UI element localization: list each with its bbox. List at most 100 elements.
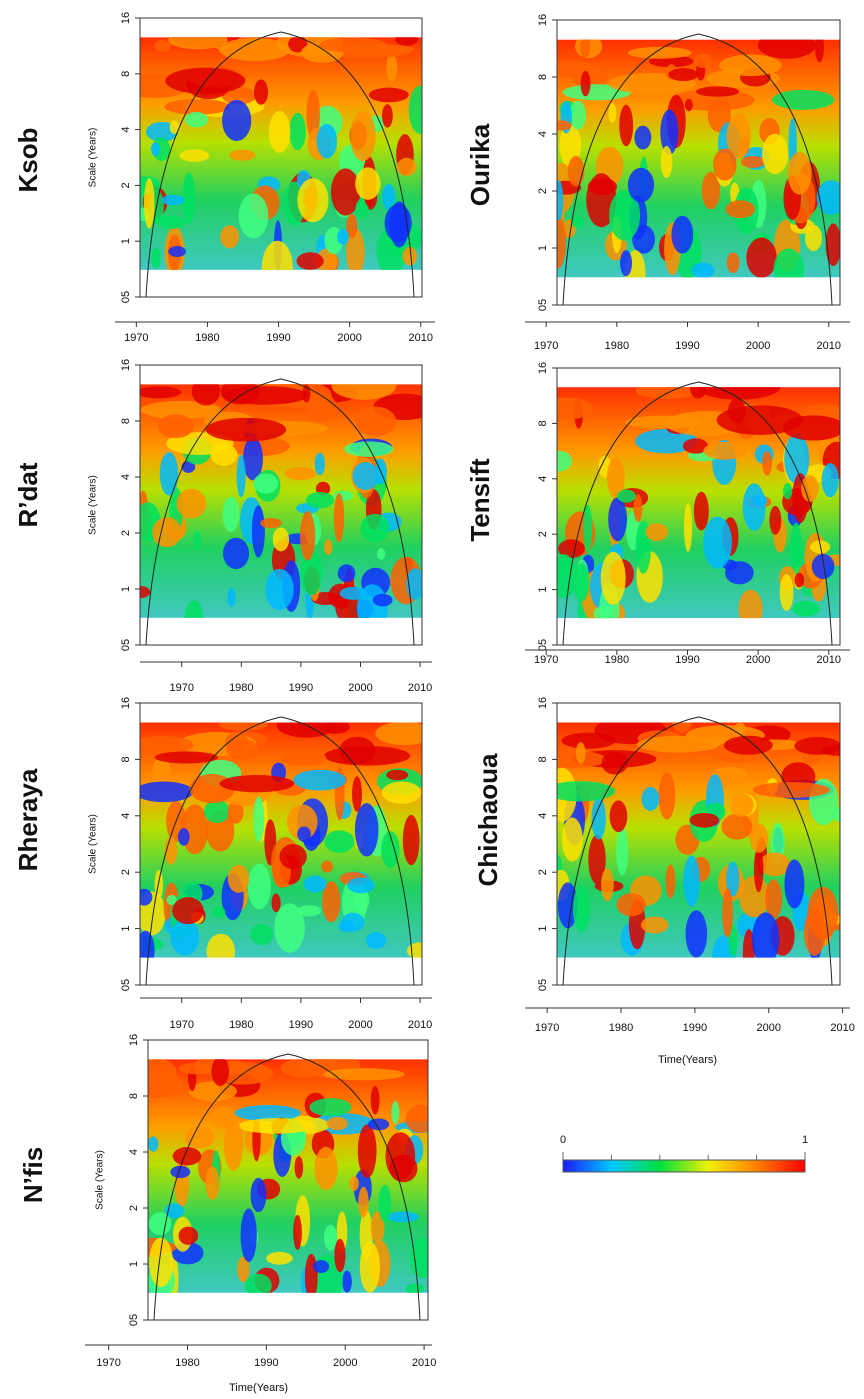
heat-blob — [619, 104, 634, 147]
heat-blob — [212, 906, 226, 918]
heat-blob — [168, 246, 186, 257]
heat-blob — [816, 180, 840, 215]
panel-title: Tensift — [465, 458, 495, 542]
cone-of-influence — [145, 31, 415, 298]
heat-blob — [821, 463, 839, 498]
heat-blob — [805, 224, 822, 252]
heat-blob — [779, 574, 794, 612]
heat-blob — [694, 53, 712, 69]
panel-title: R’dat — [13, 462, 43, 527]
heat-blob — [172, 1147, 202, 1166]
heat-blob — [229, 149, 256, 161]
y-axis-label: Scale (Years) — [88, 814, 99, 874]
heat-blob — [334, 1238, 346, 1273]
heat-blob — [182, 172, 196, 225]
heat-blob — [189, 1081, 237, 1102]
panel-title: Chichaoua — [473, 753, 503, 886]
heat-blob — [641, 786, 660, 811]
heat-blob — [389, 1154, 418, 1183]
heat-blob — [169, 120, 180, 135]
heat-blob — [624, 415, 703, 429]
heat-blob — [154, 39, 171, 52]
heat-blob — [148, 1212, 172, 1236]
heat-blob — [143, 178, 155, 229]
heat-blob — [313, 1260, 330, 1273]
heat-blob — [370, 1210, 385, 1244]
heat-blob — [689, 812, 720, 828]
heat-blob — [557, 450, 573, 472]
heat-blob — [713, 148, 737, 181]
heat-blob — [219, 722, 268, 731]
heat-blob — [223, 1119, 243, 1171]
y-tick-label: 16 — [537, 697, 549, 709]
heat-blob — [352, 776, 363, 812]
heat-blob — [347, 877, 375, 894]
y-tick-label: 8 — [537, 74, 549, 80]
heat-blob — [237, 1256, 250, 1283]
y-tick-label: 2 — [120, 530, 132, 536]
heat-blob — [244, 1273, 272, 1293]
heat-blob — [297, 826, 311, 842]
heat-blob — [354, 803, 379, 857]
y-axis-label: Scale (Years) — [95, 1150, 106, 1210]
heat-blob — [405, 1283, 425, 1293]
heat-blob — [177, 828, 190, 846]
cone-of-influence — [562, 716, 833, 986]
heat-blob — [222, 99, 252, 142]
panel-title: N’fis — [18, 1147, 48, 1203]
heat-blob — [326, 1116, 348, 1131]
heat-blob — [658, 772, 676, 820]
heat-blob — [333, 493, 345, 543]
heat-blob — [561, 817, 583, 862]
heat-blob — [381, 831, 400, 869]
heat-blob — [742, 483, 766, 531]
heat-blob — [260, 518, 282, 529]
heat-blob — [381, 781, 422, 804]
x-tick-label: 1990 — [683, 1022, 707, 1034]
x-tick-label: 1990 — [254, 1357, 278, 1369]
heat-blob — [386, 53, 398, 82]
heat-blob — [318, 37, 388, 53]
heat-blob — [762, 133, 789, 175]
heat-blob — [294, 1156, 304, 1179]
y-axis-label: Scale (Years) — [88, 475, 99, 535]
heat-blob — [723, 735, 773, 755]
heat-blob — [616, 489, 636, 503]
heat-blob — [608, 497, 627, 542]
y-tick-label: 2 — [537, 188, 549, 194]
heat-blob — [346, 228, 365, 270]
heat-blob — [300, 511, 316, 561]
heat-blob — [240, 1208, 257, 1263]
heat-blob — [609, 190, 641, 241]
heat-blob — [266, 1251, 293, 1265]
heat-blob — [601, 868, 614, 902]
heat-blob — [344, 441, 394, 457]
heat-blob — [331, 384, 397, 400]
heat-blob — [665, 864, 676, 899]
heat-blob — [616, 893, 646, 917]
colorbar — [562, 1159, 806, 1173]
heat-blob — [164, 98, 231, 115]
x-tick-label: 1970 — [534, 654, 558, 666]
heat-blob — [759, 852, 791, 877]
heat-blob — [794, 572, 805, 588]
heat-blob — [825, 223, 840, 267]
heat-blob — [179, 149, 210, 162]
heat-blob — [365, 931, 387, 949]
y-tick-label: 8 — [120, 756, 132, 762]
x-tick-label: 2010 — [409, 332, 433, 344]
y-tick-label: 1 — [120, 586, 132, 592]
heat-blob — [254, 79, 269, 105]
heat-blob — [140, 735, 194, 755]
y-tick-label: 16 — [128, 1034, 140, 1046]
heat-blob — [635, 428, 698, 454]
heat-blob — [330, 168, 361, 216]
x-tick-label: 1980 — [609, 1022, 633, 1034]
panel-title: Ourika — [465, 123, 495, 206]
heat-blob — [323, 1068, 405, 1081]
heat-blob — [703, 441, 747, 460]
y-tick-label: 1 — [120, 926, 132, 932]
heat-blob — [250, 1177, 267, 1213]
heat-blob — [752, 782, 830, 798]
heat-blob — [738, 589, 763, 619]
